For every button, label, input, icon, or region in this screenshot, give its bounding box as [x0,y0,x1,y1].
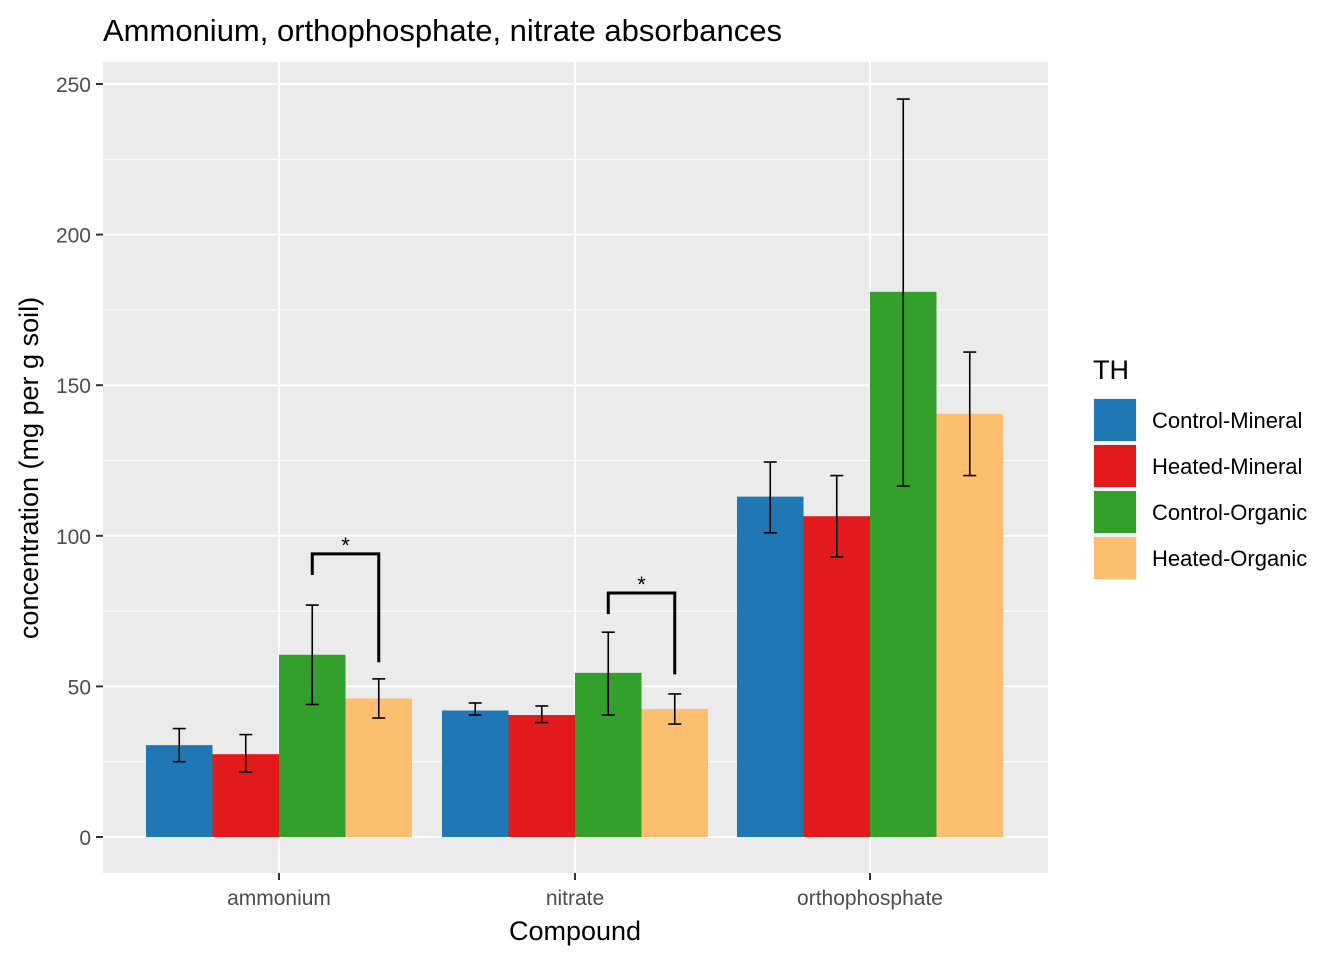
x-tick-label: orthophosphate [797,887,943,910]
x-axis: ammonium nitrate orthophosphate [227,873,943,910]
y-tick-label: 100 [56,526,91,549]
legend-swatch [1094,399,1136,441]
bar [641,708,708,837]
bars [146,291,1003,837]
bar [936,413,1003,837]
legend-swatch [1094,445,1136,487]
x-tick-label: nitrate [546,887,604,910]
legend: TH Control-Mineral Heated-Mineral Control-… [1093,355,1307,580]
y-axis-label: concentration (mg per g soil) [14,297,44,639]
chart-title: Ammonium, orthophosphate, nitrate absorb… [103,13,782,48]
significance-label: * [341,533,350,558]
legend-entry-label: Control-Mineral [1152,408,1302,433]
significance-label: * [637,572,646,597]
error-bars [172,98,977,774]
bar [508,715,575,837]
y-tick-label: 150 [56,375,91,398]
significance-annotations: ** [310,533,677,675]
bar [803,516,870,837]
significance-bracket [606,591,677,675]
legend-title: TH [1093,355,1129,385]
y-tick-label: 200 [56,225,91,248]
y-tick-label: 0 [79,827,91,850]
x-axis-label: Compound [509,916,641,946]
legend-swatch [1094,537,1136,579]
bar [345,698,412,837]
legend-swatch [1094,491,1136,533]
significance-bracket [310,552,381,663]
legend-entry-label: Control-Organic [1152,500,1307,525]
bar [442,710,509,837]
y-tick-label: 50 [68,676,91,699]
y-axis: 0 50 100 150 200 250 [56,74,103,850]
y-tick-label: 250 [56,74,91,97]
legend-entry-label: Heated-Mineral [1152,454,1302,479]
legend-entry-label: Heated-Organic [1152,546,1307,571]
bar [737,496,804,837]
x-tick-label: ammonium [227,887,331,910]
